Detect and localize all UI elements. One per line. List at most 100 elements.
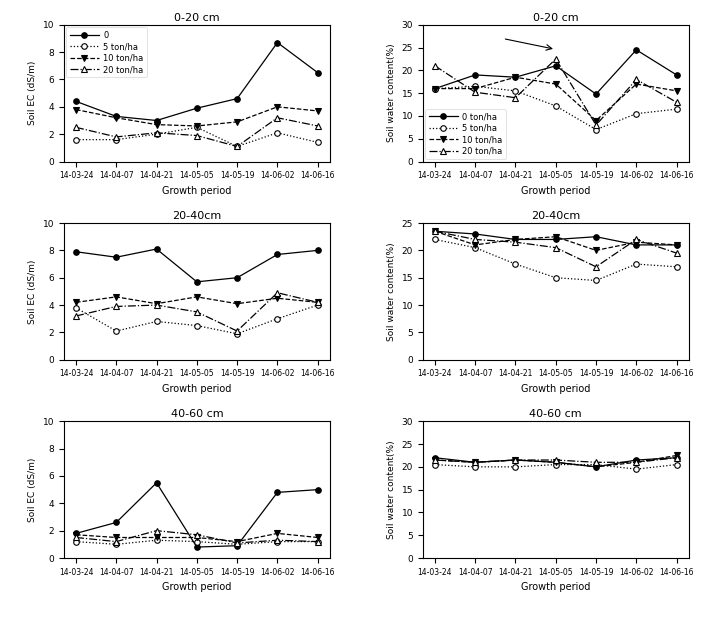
- 0 ton/ha: [431, 228, 439, 235]
- Line: 20 ton/ha: 20 ton/ha: [73, 115, 320, 149]
- 20 ton/ha: [592, 122, 601, 129]
- Y-axis label: Soil EC (dS/m): Soil EC (dS/m): [28, 61, 37, 125]
- 10 ton/ha: [233, 538, 241, 546]
- Title: 0-20 cm: 0-20 cm: [174, 12, 219, 23]
- 20 ton/ha: [112, 133, 121, 141]
- 5 ton/ha: [72, 538, 80, 546]
- 20 ton/ha: [112, 538, 121, 546]
- 20 ton/ha: [511, 239, 520, 246]
- 0: [192, 543, 201, 551]
- 0: [72, 529, 80, 537]
- 10 ton/ha: [632, 81, 640, 88]
- 20 ton/ha: [632, 76, 640, 83]
- 5 ton/ha: [672, 263, 681, 270]
- 0 ton/ha: [471, 71, 479, 79]
- 5 ton/ha: [313, 538, 322, 546]
- 0 ton/ha: [672, 71, 681, 79]
- 0: [313, 69, 322, 76]
- 10 ton/ha: [511, 74, 520, 81]
- Line: 5 ton/ha: 5 ton/ha: [432, 462, 679, 472]
- 10 ton/ha: [72, 299, 80, 306]
- 20 ton/ha: [552, 244, 560, 251]
- Line: 5 ton/ha: 5 ton/ha: [73, 125, 320, 149]
- 10 ton/ha: [273, 103, 282, 110]
- 20 ton/ha: [233, 539, 241, 547]
- Y-axis label: Soil EC (dS/m): Soil EC (dS/m): [28, 458, 37, 522]
- 5 ton/ha: [592, 277, 601, 284]
- Line: 20 ton/ha: 20 ton/ha: [432, 56, 679, 128]
- 20 ton/ha: [192, 531, 201, 539]
- 20 ton/ha: [112, 303, 121, 310]
- 10 ton/ha: [672, 87, 681, 95]
- 5 ton/ha: [313, 139, 322, 146]
- 20 ton/ha: [672, 99, 681, 106]
- 20 ton/ha: [552, 55, 560, 63]
- Line: 20 ton/ha: 20 ton/ha: [73, 290, 320, 334]
- Title: 40-60 cm: 40-60 cm: [170, 409, 223, 419]
- 5 ton/ha: [552, 461, 560, 468]
- 0 ton/ha: [632, 46, 640, 53]
- 20 ton/ha: [233, 327, 241, 335]
- 5 ton/ha: [273, 315, 282, 322]
- Line: 5 ton/ha: 5 ton/ha: [73, 303, 320, 337]
- 0 ton/ha: [552, 459, 560, 466]
- Line: 20 ton/ha: 20 ton/ha: [432, 228, 679, 270]
- 5 ton/ha: [152, 130, 160, 138]
- 5 ton/ha: [471, 244, 479, 251]
- 20 ton/ha: [273, 289, 282, 296]
- 10 ton/ha: [313, 107, 322, 115]
- 0: [112, 254, 121, 261]
- 0 ton/ha: [632, 456, 640, 464]
- Line: 5 ton/ha: 5 ton/ha: [432, 237, 679, 283]
- 20 ton/ha: [152, 527, 160, 534]
- 20 ton/ha: [632, 236, 640, 243]
- 0: [233, 95, 241, 102]
- 5 ton/ha: [112, 136, 121, 143]
- 20 ton/ha: [152, 129, 160, 136]
- 5 ton/ha: [672, 461, 681, 468]
- 20 ton/ha: [511, 94, 520, 102]
- 10 ton/ha: [233, 118, 241, 126]
- 0: [152, 246, 160, 253]
- Title: 20-40cm: 20-40cm: [531, 211, 580, 221]
- 5 ton/ha: [431, 236, 439, 243]
- Line: 0: 0: [73, 246, 320, 285]
- 0: [72, 97, 80, 105]
- Line: 0 ton/ha: 0 ton/ha: [432, 455, 679, 469]
- 20 ton/ha: [313, 299, 322, 306]
- 5 ton/ha: [632, 260, 640, 268]
- 10 ton/ha: [552, 81, 560, 88]
- 20 ton/ha: [313, 538, 322, 546]
- 0 ton/ha: [592, 463, 601, 471]
- 0: [112, 113, 121, 120]
- Line: 10 ton/ha: 10 ton/ha: [73, 531, 320, 544]
- 5 ton/ha: [233, 143, 241, 150]
- 10 ton/ha: [313, 299, 322, 306]
- 10 ton/ha: [431, 456, 439, 464]
- 10 ton/ha: [72, 531, 80, 539]
- 5 ton/ha: [112, 327, 121, 335]
- 20 ton/ha: [552, 456, 560, 464]
- 10 ton/ha: [152, 121, 160, 128]
- 20 ton/ha: [72, 534, 80, 541]
- Y-axis label: Soil EC (dS/m): Soil EC (dS/m): [28, 259, 37, 324]
- 0: [273, 39, 282, 46]
- 10 ton/ha: [592, 247, 601, 254]
- 5 ton/ha: [152, 536, 160, 544]
- 10 ton/ha: [192, 293, 201, 301]
- 0: [233, 274, 241, 281]
- 20 ton/ha: [471, 459, 479, 466]
- Title: 40-60 cm: 40-60 cm: [530, 409, 582, 419]
- 5 ton/ha: [233, 541, 241, 548]
- 0: [233, 542, 241, 549]
- X-axis label: Growth period: Growth period: [521, 186, 591, 196]
- 10 ton/ha: [592, 463, 601, 471]
- 5 ton/ha: [112, 541, 121, 548]
- 0: [273, 489, 282, 496]
- 20 ton/ha: [431, 62, 439, 69]
- Line: 0 ton/ha: 0 ton/ha: [432, 47, 679, 97]
- 5 ton/ha: [592, 461, 601, 468]
- 5 ton/ha: [511, 260, 520, 268]
- 10 ton/ha: [273, 294, 282, 302]
- X-axis label: Growth period: Growth period: [521, 384, 591, 394]
